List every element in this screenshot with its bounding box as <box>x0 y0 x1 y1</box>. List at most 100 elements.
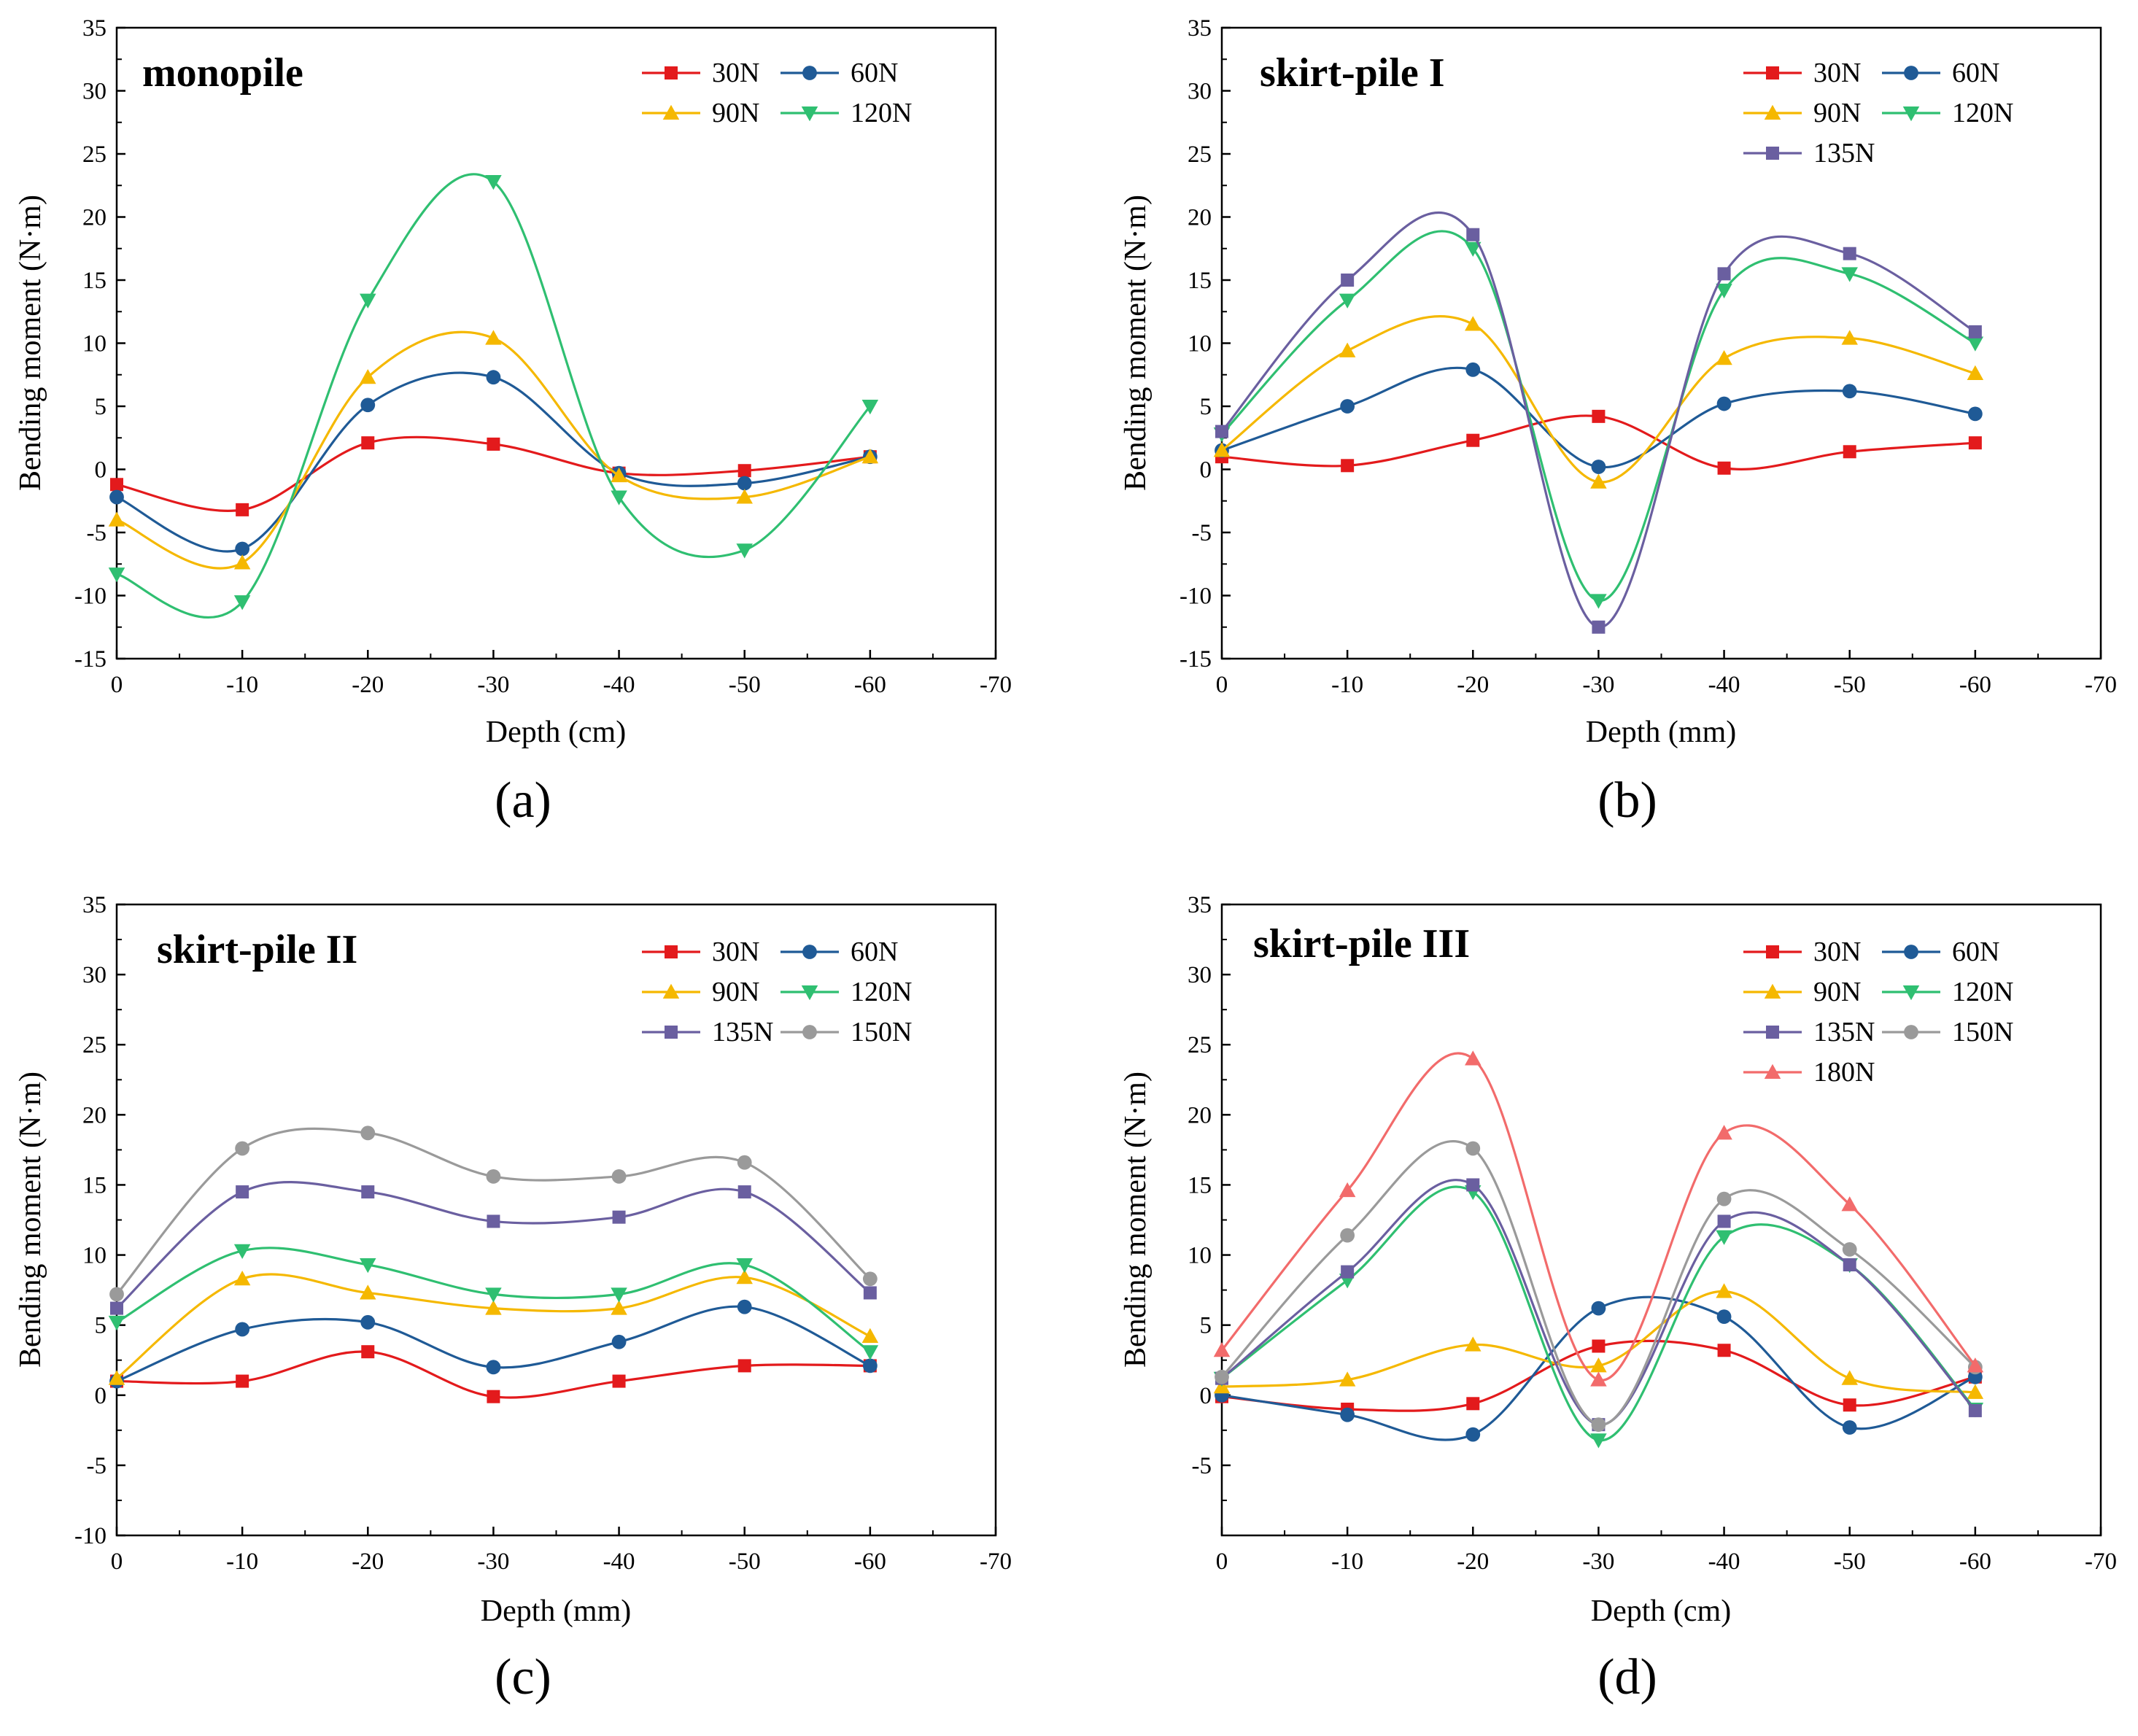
data-point-90N <box>108 511 125 527</box>
data-point-150N <box>1215 1369 1229 1384</box>
y-tick-label: -5 <box>87 1453 107 1479</box>
data-point-60N <box>1340 399 1355 414</box>
data-point-150N <box>862 1271 878 1287</box>
y-tick-label: 5 <box>1200 1313 1212 1339</box>
data-point-30N <box>361 436 375 450</box>
data-point-135N <box>487 1214 500 1228</box>
legend-label: 60N <box>851 58 898 88</box>
legend-marker <box>1764 1063 1781 1079</box>
data-point-120N <box>233 1244 251 1260</box>
data-point-180N <box>1967 1357 1984 1373</box>
x-tick-label: -40 <box>603 672 635 698</box>
x-tick-label: -50 <box>1834 1549 1866 1575</box>
data-point-120N <box>485 1287 502 1303</box>
data-point-30N <box>110 478 123 492</box>
legend-label: 120N <box>851 98 912 128</box>
x-tick-label: -30 <box>1582 672 1614 698</box>
data-point-60N <box>360 1314 376 1330</box>
data-point-150N <box>737 1155 752 1170</box>
data-point-30N <box>1717 461 1731 475</box>
x-tick-label: -60 <box>854 1549 886 1575</box>
x-axis-label: Depth (mm) <box>1586 716 1736 749</box>
legend-marker <box>1764 983 1781 999</box>
x-tick-label: -20 <box>1457 1549 1489 1575</box>
chart-panel-1: 0 -10 -20 -30 -40 -50 -60 -70-15-10-50510152025… <box>14 15 1012 829</box>
data-point-60N <box>862 1358 878 1373</box>
data-point-135N <box>1215 425 1228 438</box>
data-point-60N <box>360 398 376 413</box>
x-tick-label: -70 <box>980 1549 1012 1575</box>
data-point-120N <box>1465 241 1482 257</box>
y-tick-label: 25 <box>82 1032 106 1058</box>
data-point-30N <box>1466 1397 1480 1411</box>
x-tick-label: 0 <box>1216 672 1228 698</box>
x-tick-label: -10 <box>226 672 258 698</box>
legend-label: 90N <box>712 977 759 1007</box>
x-tick-label: -70 <box>2085 672 2117 698</box>
data-point-120N <box>1967 336 1984 352</box>
y-tick-label: 15 <box>82 268 106 294</box>
legend-label: 90N <box>1813 98 1861 128</box>
data-point-60N <box>486 1360 501 1375</box>
chart-title: skirt-pile III <box>1253 921 1470 966</box>
y-tick-label: -15 <box>74 646 106 673</box>
y-tick-label: -5 <box>1192 520 1212 546</box>
y-tick-label: 20 <box>82 1102 106 1128</box>
y-tick-label: 35 <box>82 15 106 42</box>
chart-panel-2: 0 -10 -20 -30 -40 -50 -60 -70-15-10-50510152025… <box>1119 15 2117 829</box>
x-tick-label: -40 <box>1708 1549 1740 1575</box>
data-point-120N <box>736 543 753 559</box>
legend-label: 60N <box>1952 937 1999 967</box>
legend-marker <box>1904 1025 1918 1039</box>
y-tick-label: 35 <box>82 892 106 918</box>
data-point-150N <box>486 1169 501 1184</box>
legend-marker <box>665 66 678 80</box>
data-point-135N <box>737 1185 751 1199</box>
data-point-180N <box>1465 1050 1482 1066</box>
data-point-150N <box>109 1287 124 1302</box>
legend-label: 90N <box>1813 977 1861 1007</box>
legend-marker <box>1766 945 1779 958</box>
data-point-60N <box>1967 406 1983 422</box>
legend-marker <box>1904 945 1918 959</box>
data-point-90N <box>1590 1357 1607 1373</box>
legend-label: 150N <box>1952 1017 2013 1047</box>
legend-label: 90N <box>712 98 759 128</box>
legend-label: 135N <box>1813 1017 1875 1047</box>
panel-caption: (b) <box>1597 772 1657 829</box>
data-point-120N <box>611 490 627 505</box>
x-tick-label: -40 <box>603 1549 635 1575</box>
data-point-30N <box>1843 1398 1856 1412</box>
data-point-135N <box>612 1210 626 1224</box>
y-tick-label: 35 <box>1188 892 1212 918</box>
data-point-60N <box>109 489 124 505</box>
data-point-60N <box>486 370 501 385</box>
y-tick-label: 25 <box>1188 142 1212 168</box>
data-point-135N <box>1717 267 1731 281</box>
legend-marker <box>802 1025 817 1039</box>
y-tick-label: 10 <box>1188 331 1212 357</box>
data-point-150N <box>1842 1241 1857 1257</box>
data-point-120N <box>861 400 879 415</box>
data-point-30N <box>1341 459 1355 473</box>
data-point-90N <box>360 1284 376 1300</box>
data-point-120N <box>861 1345 879 1360</box>
chart-title: skirt-pile I <box>1260 50 1445 96</box>
legend-marker <box>1764 104 1781 120</box>
data-point-30N <box>1843 445 1856 459</box>
chart-title: monopile <box>142 50 303 96</box>
legend-label: 135N <box>712 1017 773 1047</box>
data-point-30N <box>737 464 751 478</box>
y-tick-label: 25 <box>1188 1032 1212 1058</box>
x-axis-label: Depth (cm) <box>486 716 626 749</box>
y-tick-label: 0 <box>95 1383 107 1409</box>
x-tick-label: -10 <box>1331 1549 1363 1575</box>
legend-marker <box>1902 106 1920 122</box>
data-point-180N <box>1339 1182 1356 1198</box>
data-point-60N <box>235 1322 250 1337</box>
legend-marker <box>1904 66 1918 80</box>
legend-label: 30N <box>1813 58 1861 88</box>
y-axis-label: Bending moment (N·m) <box>14 195 47 491</box>
legend-label: 30N <box>712 937 759 967</box>
